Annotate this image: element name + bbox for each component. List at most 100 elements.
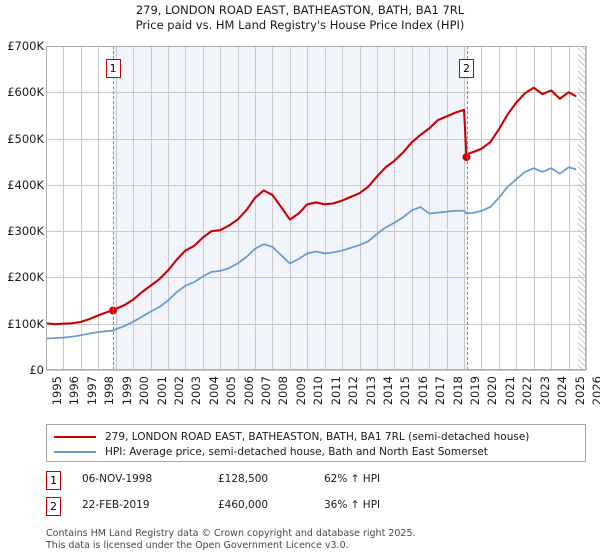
x-axis-tick-label: 2001	[154, 376, 169, 406]
x-axis-tick-label: 2005	[224, 376, 239, 406]
gridline-vertical	[429, 46, 430, 370]
sale-point-marker	[109, 306, 118, 315]
gridline-vertical	[377, 46, 378, 370]
x-axis-tick-label: 2022	[520, 376, 535, 406]
x-axis-tick-label: 2003	[189, 376, 204, 406]
x-axis-labels: 1995 1996 1997 1998 1999 2000 2001 2002 2003 2004…	[46, 376, 600, 416]
gridline-vertical	[81, 46, 82, 370]
x-axis-tick-label: 2018	[450, 376, 465, 406]
gridline-horizontal	[46, 324, 586, 325]
y-axis-tick-label: £500K	[7, 131, 44, 146]
x-axis-tick-label: 2019	[468, 376, 483, 406]
legend-label: 279, LONDON ROAD EAST, BATHEASTON, BATH,…	[105, 430, 530, 443]
x-axis-tick-label: 2025	[572, 376, 587, 406]
x-axis-tick-label: 2017	[433, 376, 448, 406]
gridline-vertical	[534, 46, 535, 370]
gridline-vertical	[516, 46, 517, 370]
y-axis-tick-label: £100K	[7, 316, 44, 331]
gridline-vertical	[447, 46, 448, 370]
gridline-vertical	[116, 46, 117, 370]
x-axis-tick-label: 2009	[293, 376, 308, 406]
gridline-horizontal	[46, 231, 586, 232]
gridline-vertical	[586, 46, 587, 370]
x-axis-tick-label: 2012	[346, 376, 361, 406]
legend-color-swatch	[54, 450, 96, 453]
transaction-row[interactable]: 2 22-FEB-2019 £460,000 36% ↑ HPI	[46, 496, 586, 522]
y-axis-tick-label: £0	[29, 363, 44, 377]
data-series-layer	[46, 86, 577, 340]
y-axis-tick-label: £600K	[7, 85, 44, 100]
hpi-line	[46, 166, 577, 340]
gridline-vertical	[98, 46, 99, 370]
gridline-vertical	[412, 46, 413, 370]
x-axis-tick-label: 2004	[206, 376, 221, 406]
gridline-vertical	[290, 46, 291, 370]
chart-title: 279, LONDON ROAD EAST, BATHEASTON, BATH,…	[0, 3, 600, 33]
event-vertical-line	[466, 46, 468, 370]
x-axis-tick-label: 1995	[50, 376, 64, 406]
transaction-price: £460,000	[218, 499, 269, 511]
x-axis-tick-label: 1999	[119, 376, 134, 406]
gridline-vertical	[220, 46, 221, 370]
x-axis-tick-label: 2021	[502, 376, 517, 406]
price-paid-line	[46, 86, 577, 326]
gridline-vertical	[168, 46, 169, 370]
x-axis-tick-label: 2002	[171, 376, 186, 406]
transaction-date: 06-NOV-1998	[82, 473, 153, 485]
transaction-price: £128,500	[218, 473, 269, 485]
x-axis-tick-label: 2007	[259, 376, 274, 406]
x-axis-tick-label: 1996	[67, 376, 82, 406]
gridline-vertical	[394, 46, 395, 370]
gridline-vertical	[307, 46, 308, 370]
gridline-vertical	[203, 46, 204, 370]
gridline-vertical	[325, 46, 326, 370]
legend-item[interactable]: 279, LONDON ROAD EAST, BATHEASTON, BATH,…	[47, 429, 585, 444]
footer-line-2: This data is licensed under the Open Gov…	[46, 539, 349, 551]
x-axis-tick-label: 2015	[398, 376, 413, 406]
legend-label: HPI: Average price, semi-detached house,…	[105, 445, 488, 458]
transaction-hpi-delta: 62% ↑ HPI	[324, 473, 381, 485]
y-axis-tick-label: £300K	[7, 224, 44, 239]
event-vertical-line	[113, 46, 115, 370]
x-axis-tick-label: 2010	[311, 376, 326, 406]
gridline-vertical	[499, 46, 500, 370]
x-axis-tick-label: 2000	[137, 376, 152, 406]
gridline-vertical	[342, 46, 343, 370]
gridline-vertical	[151, 46, 152, 370]
transaction-row[interactable]: 1 06-NOV-1998 £128,500 62% ↑ HPI	[46, 470, 586, 496]
legend-color-swatch	[54, 435, 96, 438]
y-axis-labels: £0 £100K £200K £300K £400K £500K £600K £700K	[0, 39, 44, 377]
gridline-horizontal	[46, 92, 586, 93]
gridline-horizontal	[46, 185, 586, 186]
gridline-vertical	[272, 46, 273, 370]
no-data-hatched-band	[578, 46, 586, 370]
attribution-footer: Contains HM Land Registry data © Crown c…	[46, 528, 594, 551]
y-axis-tick-label: £400K	[7, 177, 44, 192]
y-axis-tick-label: £200K	[7, 270, 44, 285]
legend-item[interactable]: HPI: Average price, semi-detached house,…	[47, 444, 585, 459]
gridline-horizontal	[46, 139, 586, 140]
gridline-vertical	[255, 46, 256, 370]
x-axis-tick-label: 1998	[102, 376, 117, 406]
footer-line-1: Contains HM Land Registry data © Crown c…	[46, 528, 416, 539]
event-index-badge[interactable]: 1	[105, 59, 121, 78]
ownership-shaded-band	[113, 46, 467, 370]
gridline-vertical	[481, 46, 482, 370]
x-axis-tick-label: 2016	[415, 376, 430, 406]
gridline-vertical	[133, 46, 134, 370]
x-axis-tick-label: 2014	[380, 376, 395, 406]
gridline-vertical	[360, 46, 361, 370]
transaction-hpi-delta: 36% ↑ HPI	[324, 499, 381, 511]
gridline-vertical	[551, 46, 552, 370]
event-index-badge[interactable]: 2	[459, 59, 474, 78]
gridline-horizontal	[46, 370, 586, 371]
gridline-horizontal	[46, 277, 586, 278]
x-axis-tick-label: 2024	[555, 376, 570, 406]
x-axis-tick-label: 2011	[328, 376, 343, 406]
gridline-vertical	[185, 46, 186, 370]
transaction-index-badge: 1	[46, 471, 61, 490]
gridline-vertical	[464, 46, 465, 370]
x-axis-tick-label: 2008	[276, 376, 291, 406]
